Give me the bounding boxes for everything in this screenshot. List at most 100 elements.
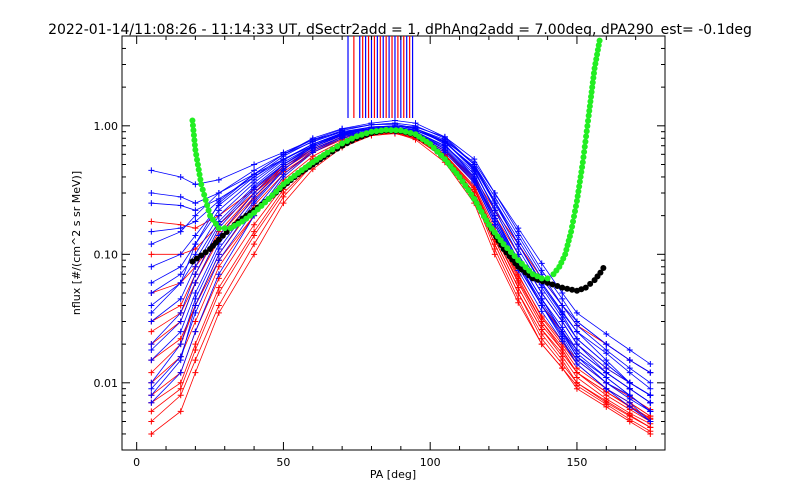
- blue-series-point: [215, 197, 222, 204]
- red-series-point: [538, 341, 545, 348]
- blue-series-point: [148, 357, 155, 364]
- blue-series-point: [368, 121, 375, 128]
- green-fit-dot: [579, 159, 586, 166]
- green-fit-dot: [397, 127, 404, 134]
- green-fit-dot: [589, 84, 596, 91]
- green-fit-dot: [589, 79, 596, 86]
- green-fit-dot: [427, 141, 434, 148]
- green-fit-dot: [594, 46, 601, 53]
- blue-series-point: [491, 200, 498, 207]
- red-series-point: [573, 379, 580, 386]
- green-fit-dot: [588, 93, 595, 100]
- red-series-point: [148, 418, 155, 425]
- red-series-point: [148, 218, 155, 225]
- y-tick-label: 0.01: [94, 377, 119, 390]
- blue-series-point: [339, 132, 346, 139]
- black-fit-dot: [597, 269, 604, 276]
- blue-series-point: [491, 190, 498, 197]
- blue-series-point: [177, 318, 184, 325]
- blue-series-point: [192, 328, 199, 335]
- blue-series-point: [192, 212, 199, 219]
- blue-series-point: [647, 361, 654, 368]
- red-series-point: [215, 309, 222, 316]
- blue-series-point: [647, 408, 654, 415]
- x-axis: 0 50 100 150: [133, 36, 637, 469]
- green-fit-dot: [563, 246, 570, 253]
- green-fit-dot: [269, 192, 276, 199]
- green-fit-dot: [590, 70, 597, 77]
- blue-series-point: [148, 263, 155, 270]
- green-fit-dot: [573, 197, 580, 204]
- blue-series-point: [215, 251, 222, 258]
- green-fit-dot: [202, 197, 209, 204]
- green-fit-dot: [500, 241, 507, 248]
- green-fit-dot: [201, 191, 208, 198]
- blue-series-point: [215, 176, 222, 183]
- green-fit-dot: [538, 275, 545, 282]
- blue-series-point: [559, 324, 566, 331]
- green-fit-dot: [569, 223, 576, 230]
- blue-series-point: [215, 271, 222, 278]
- green-fit-dot: [324, 149, 331, 156]
- green-fit-dot: [544, 275, 551, 282]
- red-series-point: [280, 190, 287, 197]
- red-series-point: [626, 412, 633, 419]
- y-tick-label: 0.10: [94, 248, 119, 261]
- green-fit-dot: [392, 127, 399, 134]
- red-series-point: [148, 430, 155, 437]
- red-series-point: [538, 322, 545, 329]
- blue-series-point: [603, 385, 610, 392]
- green-fit-dot: [368, 128, 375, 135]
- blue-series-point: [280, 171, 287, 178]
- blue-series-point: [148, 190, 155, 197]
- y-axis-label: nflux [#/(cm^2 s sr MeV)]: [70, 171, 83, 315]
- blue-series-point: [626, 347, 633, 354]
- black-fit-dot: [219, 232, 226, 239]
- blue-series-point: [647, 385, 654, 392]
- blue-series-point: [515, 241, 522, 248]
- green-fit-dot: [358, 131, 365, 138]
- green-fit-dot: [190, 132, 197, 139]
- blue-series-point: [538, 295, 545, 302]
- green-fit-dot: [190, 127, 197, 134]
- red-series-point: [177, 385, 184, 392]
- blue-series-point: [647, 399, 654, 406]
- x-tick-label: 100: [420, 456, 441, 469]
- red-series-point: [192, 318, 199, 325]
- green-fit-dot: [591, 65, 598, 72]
- red-series-point: [491, 251, 498, 258]
- black-fit-dot: [554, 283, 561, 290]
- blue-series-point: [538, 289, 545, 296]
- green-fit-dot: [353, 133, 360, 140]
- green-fit-dot: [575, 188, 582, 195]
- green-fit-dot: [577, 173, 584, 180]
- green-fit-dot: [581, 148, 588, 155]
- blue-series-point: [573, 328, 580, 335]
- green-fit-dot: [198, 181, 205, 188]
- blue-series-point: [626, 403, 633, 410]
- blue-series-point: [251, 197, 258, 204]
- blue-series-point: [538, 267, 545, 274]
- red-series-point: [603, 398, 610, 405]
- blue-series-point: [192, 207, 199, 214]
- blue-series-point: [148, 309, 155, 316]
- blue-series-point: [626, 357, 633, 364]
- red-series-point: [515, 272, 522, 279]
- blue-series-point: [573, 341, 580, 348]
- x-tick-label: 0: [133, 456, 140, 469]
- green-fit-dot: [191, 141, 198, 148]
- green-fit-dot: [584, 123, 591, 130]
- green-fit-dot: [562, 251, 569, 258]
- green-fit-dot: [582, 138, 589, 145]
- blue-series-point: [280, 151, 287, 158]
- blue-series-point: [309, 144, 316, 151]
- green-fit-dot: [579, 164, 586, 171]
- green-fit-dot: [192, 146, 199, 153]
- green-fit-dot: [205, 207, 212, 214]
- blue-series-point: [573, 347, 580, 354]
- red-series-point: [603, 403, 610, 410]
- blue-series-point: [148, 318, 155, 325]
- green-fit-dot: [585, 112, 592, 119]
- green-fit-dot: [373, 128, 380, 135]
- blue-series-point: [626, 379, 633, 386]
